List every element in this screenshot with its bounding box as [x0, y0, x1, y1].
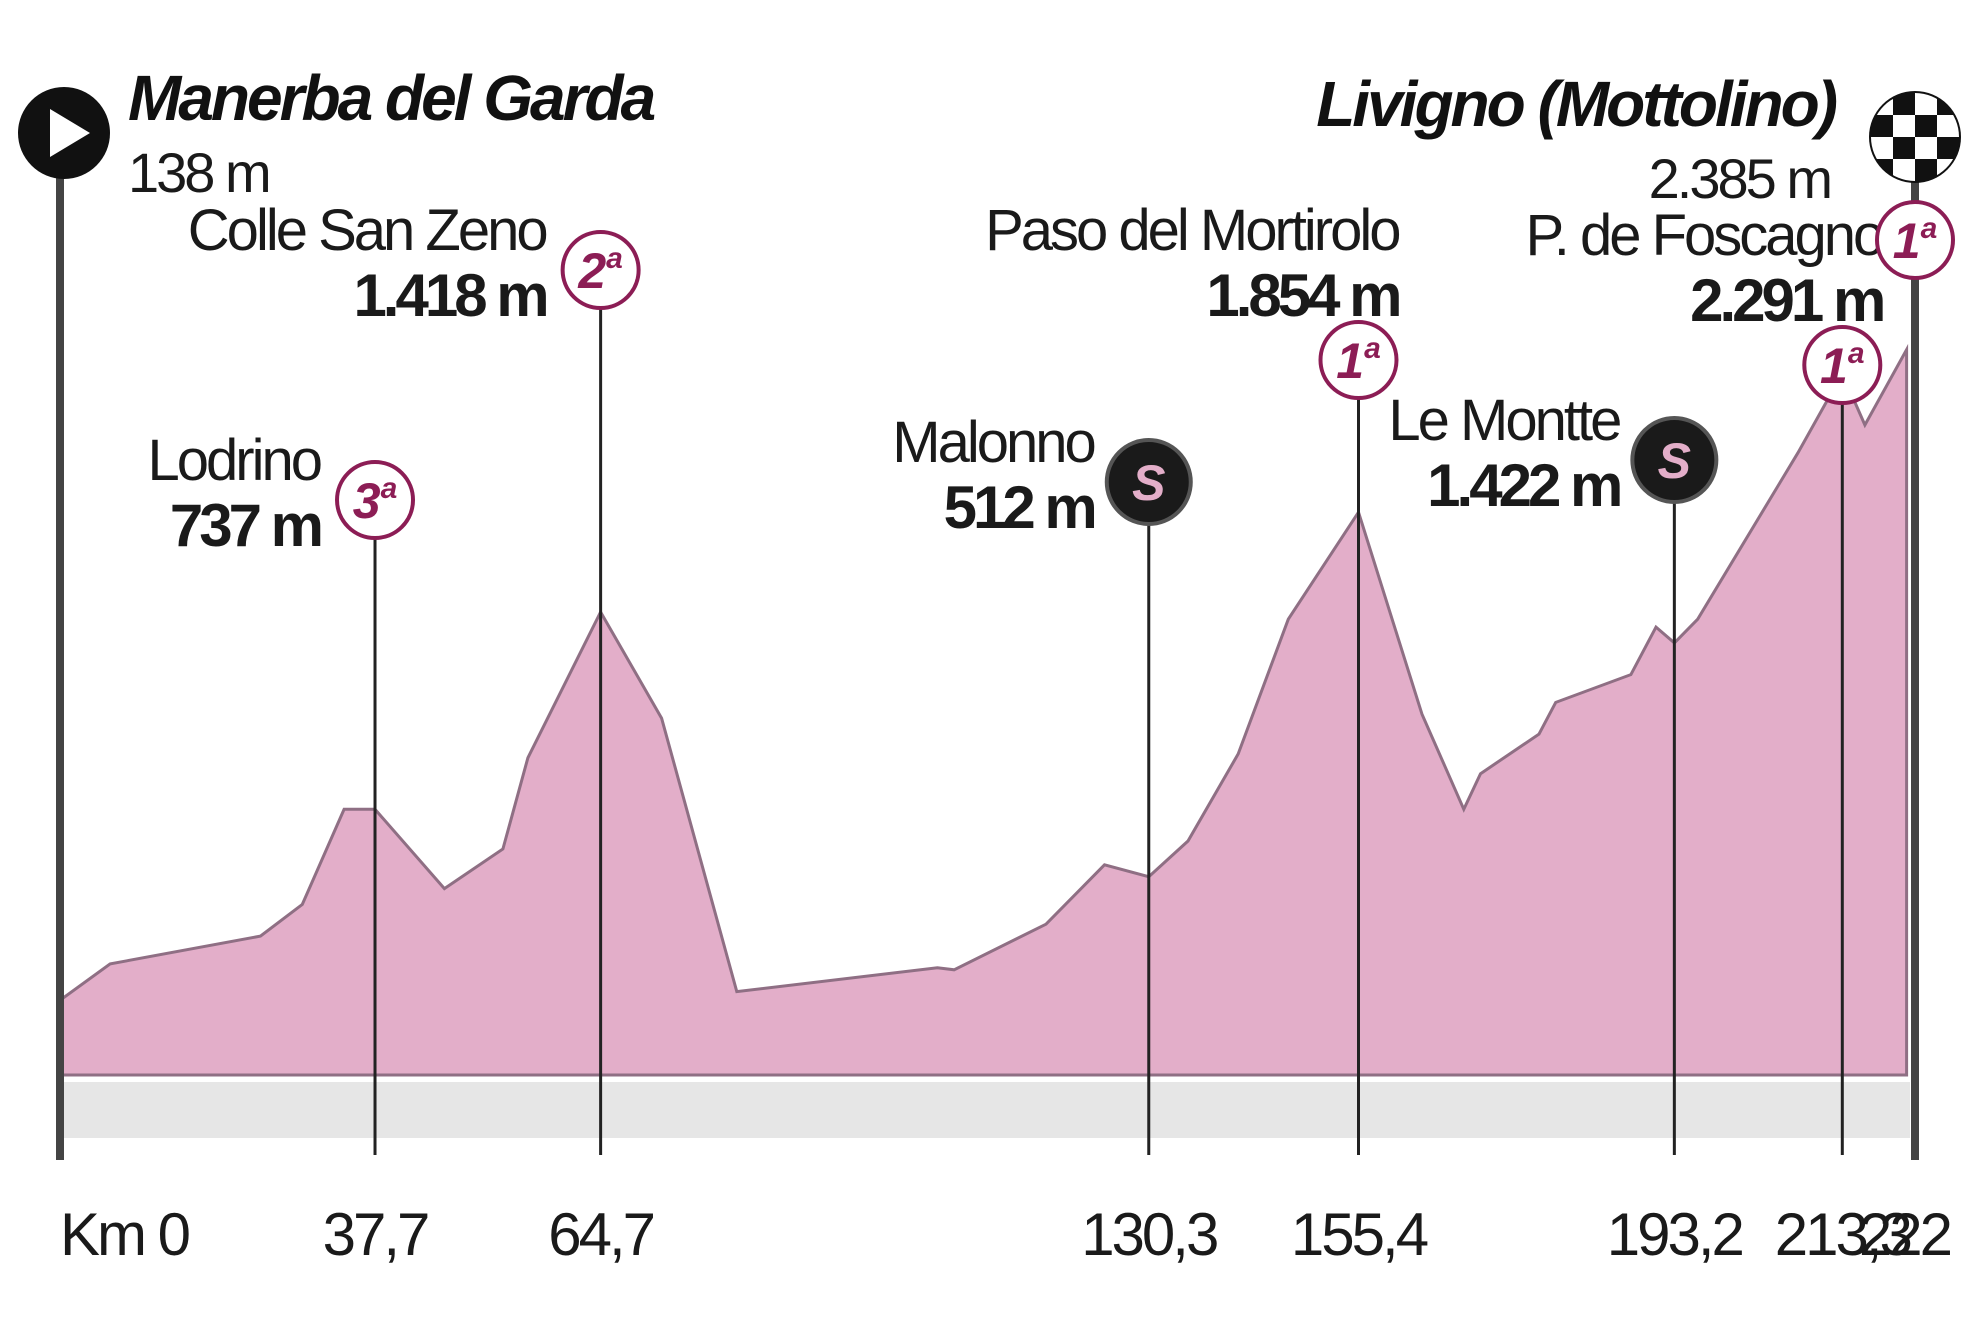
km-tick-label: 64,7	[548, 1201, 653, 1268]
sprint-badge: S	[1104, 438, 1193, 526]
start-city-name: Manerba del Garda	[128, 62, 655, 134]
climb-altitude: 2.291 m	[1690, 267, 1883, 334]
km-tick-label: 213,3	[1775, 1201, 1911, 1268]
climb-name: P. de Foscagno	[1526, 203, 1884, 268]
marker-text: 1a	[1820, 337, 1865, 394]
km-tick-label: 130,3	[1081, 1201, 1217, 1268]
climb-name: Lodrino	[148, 428, 321, 493]
climb-name: Paso del Mortirolo	[985, 198, 1399, 263]
marker-text: 3a	[353, 472, 398, 529]
category-badge: 2a	[560, 230, 641, 310]
climb-altitude: 1.422 m	[1427, 452, 1620, 519]
km-tick-label: 193,2	[1607, 1201, 1743, 1268]
play-icon	[18, 87, 110, 179]
km-tick-label: 155,4	[1291, 1201, 1428, 1268]
finish-category-badge: 1a	[1875, 200, 1955, 280]
marker-text: S	[1658, 433, 1691, 489]
climb-name: Malonno	[892, 410, 1094, 475]
climb-altitude: 512 m	[944, 474, 1095, 541]
climb-altitude: 1.418 m	[353, 262, 546, 329]
marker-text: S	[1132, 455, 1165, 511]
base-band	[60, 1082, 1910, 1138]
finish-category-number: 1a	[1893, 212, 1938, 269]
marker-text: 1a	[1336, 332, 1381, 389]
km-tick-label: 222	[1859, 1201, 1951, 1268]
climb-name: Le Montte	[1388, 388, 1620, 453]
sprint-badge: S	[1630, 416, 1719, 504]
climb-altitude: 737 m	[170, 492, 321, 559]
checkered-flag-icon	[1869, 91, 1961, 183]
climb-altitude: 1.854 m	[1206, 262, 1399, 329]
category-badge: 1a	[1318, 320, 1399, 400]
km-tick-label: 37,7	[323, 1201, 428, 1268]
category-badge: 3a	[335, 460, 416, 540]
km-tick-label: Km 0	[60, 1201, 190, 1268]
finish-altitude: 2.385 m	[1649, 147, 1830, 210]
climb-name: Colle San Zeno	[188, 198, 547, 263]
marker-text: 2a	[577, 242, 623, 299]
finish-city-name: Livigno (Mottolino)	[1316, 68, 1837, 140]
category-badge: 1a	[1802, 325, 1883, 405]
start-altitude: 138 m	[128, 141, 269, 204]
